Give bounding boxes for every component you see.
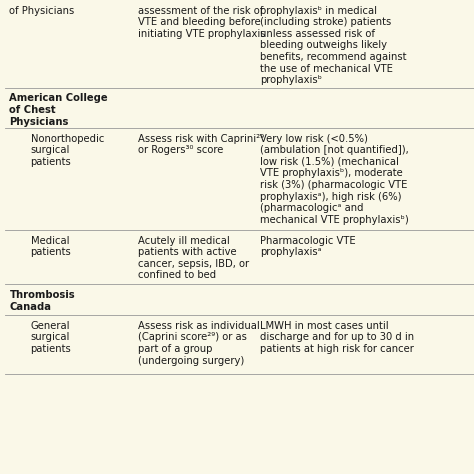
Text: LMWH in most cases until
discharge and for up to 30 d in
patients at high risk f: LMWH in most cases until discharge and f…	[261, 321, 415, 354]
Text: American College
of Chest
Physicians: American College of Chest Physicians	[9, 93, 108, 127]
Text: Nonorthopedic
surgical
patients: Nonorthopedic surgical patients	[30, 134, 104, 167]
Text: Thrombosis
Canada: Thrombosis Canada	[9, 290, 75, 312]
Text: Very low risk (<0.5%)
(ambulation [not quantified]),
low risk (1.5%) (mechanical: Very low risk (<0.5%) (ambulation [not q…	[261, 134, 409, 225]
Text: Acutely ill medical
patients with active
cancer, sepsis, IBD, or
confined to bed: Acutely ill medical patients with active…	[138, 236, 250, 281]
Text: assessment of the risk of
VTE and bleeding before
initiating VTE prophylaxis: assessment of the risk of VTE and bleedi…	[138, 6, 266, 39]
Text: Medical
patients: Medical patients	[30, 236, 71, 257]
Text: Assess risk as individual
(Caprini score²⁹) or as
part of a group
(undergoing su: Assess risk as individual (Caprini score…	[138, 321, 260, 366]
Text: Pharmacologic VTE
prophylaxisᵃ: Pharmacologic VTE prophylaxisᵃ	[261, 236, 356, 257]
Text: Assess risk with Caprini²⁹
or Rogers³⁰ score: Assess risk with Caprini²⁹ or Rogers³⁰ s…	[138, 134, 264, 155]
Text: of Physicians: of Physicians	[9, 6, 75, 16]
Text: General
surgical
patients: General surgical patients	[30, 321, 71, 354]
Text: prophylaxisᵇ in medical
(including stroke) patients
unless assessed risk of
blee: prophylaxisᵇ in medical (including strok…	[261, 6, 407, 85]
